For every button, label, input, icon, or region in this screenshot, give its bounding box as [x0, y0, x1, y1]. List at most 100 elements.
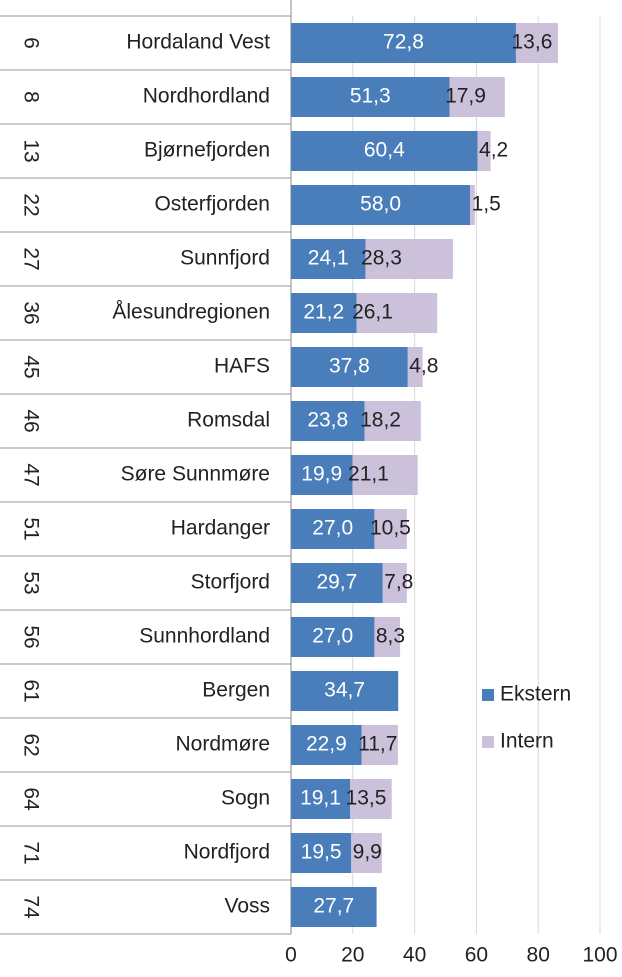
bar-segment: [352, 455, 418, 495]
rank-label: 74: [19, 895, 42, 919]
rank-label: 13: [19, 139, 42, 162]
rank-label: 56: [19, 625, 42, 648]
legend-label: Ekstern: [500, 683, 571, 706]
bar-segment: [374, 617, 401, 657]
bar-segment: [291, 671, 399, 711]
x-tick-label: 80: [527, 944, 550, 967]
value-label: 1,5: [472, 193, 501, 216]
bar-segment: [291, 347, 408, 387]
value-label: 19,9: [301, 463, 342, 486]
category-label: Hardanger: [171, 517, 270, 540]
category-label: Osterfjorden: [154, 193, 270, 216]
bar-segment: [291, 779, 351, 819]
bar-segment: [291, 23, 516, 63]
bar-segment: [291, 239, 366, 279]
rank-label: 64: [19, 787, 42, 811]
value-label: 8,3: [376, 625, 405, 648]
value-label: 4,8: [409, 355, 438, 378]
value-label: 7,8: [384, 571, 413, 594]
bar-segment: [291, 833, 352, 873]
bar-segment: [291, 455, 353, 495]
legend-label: Intern: [500, 730, 554, 753]
value-label: 27,0: [312, 517, 353, 540]
bar-segment: [365, 239, 453, 279]
rank-label: 8: [19, 91, 42, 103]
x-tick-label: 100: [582, 944, 617, 967]
value-label: 22,9: [306, 733, 347, 756]
value-label: 24,1: [308, 247, 349, 270]
rank-label: 27: [19, 247, 42, 270]
rank-label: 47: [19, 463, 42, 486]
category-label: Bergen: [202, 679, 270, 702]
bar-segment: [291, 77, 450, 117]
value-label: 34,7: [324, 679, 365, 702]
x-tick-label: 40: [403, 944, 426, 967]
category-label: Hordaland Vest: [126, 31, 270, 54]
rank-label: 62: [19, 733, 42, 756]
category-label: Sunnfjord: [180, 247, 270, 270]
legend-swatch: [482, 736, 494, 748]
bar-segment: [351, 833, 382, 873]
value-label: 11,7: [358, 733, 397, 756]
category-label: Sunnhordland: [139, 625, 270, 648]
category-label: Storfjord: [191, 571, 270, 594]
value-label: 28,3: [361, 247, 402, 270]
bar-segment: [407, 347, 423, 387]
value-label: 13,6: [512, 31, 553, 54]
category-label: Nordmøre: [175, 733, 270, 756]
rank-label: 46: [19, 409, 42, 432]
category-label: Sogn: [221, 787, 270, 810]
x-tick-label: 0: [285, 944, 297, 967]
bar-segment: [291, 725, 362, 765]
value-label: 37,8: [329, 355, 370, 378]
rank-label: 36: [19, 301, 42, 324]
value-label: 13,5: [346, 787, 387, 810]
value-label: 72,8: [383, 31, 424, 54]
bar-segment: [291, 185, 471, 225]
bar-segment: [291, 509, 375, 549]
bar-segment: [470, 185, 475, 225]
value-label: 58,0: [360, 193, 401, 216]
bar-segment: [291, 131, 478, 171]
value-label: 17,9: [445, 85, 486, 108]
value-label: 10,5: [370, 517, 411, 540]
x-tick-label: 60: [465, 944, 488, 967]
rank-label: 71: [19, 841, 42, 864]
rank-label: 45: [19, 355, 42, 378]
category-label: Nordhordland: [143, 85, 270, 108]
bar-segment: [382, 563, 407, 603]
value-label: 9,9: [353, 841, 382, 864]
category-label: Ålesundregionen: [112, 301, 270, 324]
value-label: 21,1: [348, 463, 389, 486]
x-tick-label: 20: [341, 944, 364, 967]
value-label: 27,0: [312, 625, 353, 648]
rank-label: 51: [19, 517, 42, 540]
value-label: 4,2: [479, 139, 508, 162]
bar-segment: [291, 401, 365, 441]
bar-segment: [356, 293, 438, 333]
bar-segment: [449, 77, 505, 117]
category-label: Bjørnefjorden: [144, 139, 270, 162]
category-label: Voss: [224, 895, 270, 918]
value-label: 19,1: [300, 787, 341, 810]
bar-segment: [364, 401, 421, 441]
value-label: 29,7: [316, 571, 357, 594]
bar-segment: [361, 725, 398, 765]
category-label: Søre Sunnmøre: [121, 463, 270, 486]
value-label: 21,2: [303, 301, 344, 324]
value-label: 23,8: [307, 409, 348, 432]
rank-label: 53: [19, 571, 42, 594]
category-label: HAFS: [214, 355, 270, 378]
bar-segment: [291, 887, 377, 927]
rank-label: 6: [19, 37, 42, 49]
legend-swatch: [482, 689, 494, 701]
value-label: 18,2: [360, 409, 401, 432]
value-label: 19,5: [301, 841, 342, 864]
value-label: 60,4: [364, 139, 405, 162]
rank-label: 22: [19, 193, 42, 216]
bar-segment: [477, 131, 491, 171]
bar-segment: [291, 293, 357, 333]
value-label: 27,7: [313, 895, 354, 918]
value-label: 26,1: [352, 301, 393, 324]
bar-segment: [291, 563, 383, 603]
